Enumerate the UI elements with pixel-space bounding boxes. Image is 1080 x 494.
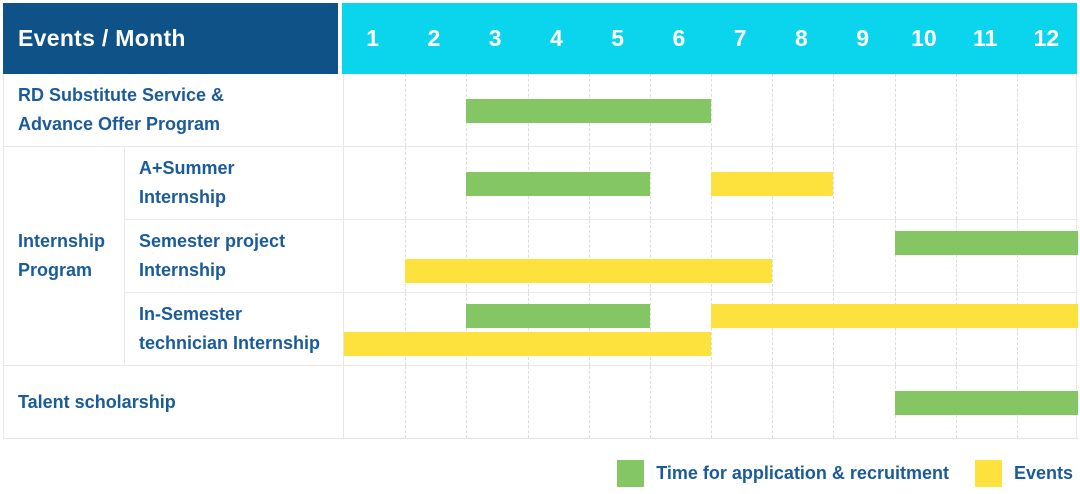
month-gridline [405,220,407,292]
group-label-internship-program: Internship Program [4,147,125,366]
month-gridline [1016,220,1018,292]
chart-row-a-plus-summer [343,147,1078,220]
legend: Time for application & recruitment Event… [617,460,1073,487]
month-gridline [711,293,712,365]
row-label-rd-substitute: RD Substitute Service & Advance Offer Pr… [4,74,343,147]
month-label: 12 [1033,25,1060,51]
month-gridline [405,74,407,146]
month-gridline [955,293,957,365]
month-gridline [649,293,651,365]
chart-row-rd-substitute [343,74,1078,147]
legend-events-label: Events [1013,463,1073,483]
application-bar [466,304,650,328]
month-label: 9 [856,25,870,51]
month-gridline [405,366,407,438]
legend-item-events: Events [974,460,1073,487]
row-label-semester-project: Semester project Internship [125,220,343,293]
month-label: 6 [672,25,686,51]
group-label-text: Internship Program [18,231,106,280]
month-gridline [833,74,835,146]
chart-row-semester-project [343,220,1078,293]
month-gridline [894,147,896,219]
month-gridline [894,220,896,292]
month-gridline [833,366,835,438]
month-gridline [1016,147,1018,219]
month-gridline [527,366,529,438]
application-bar [466,172,650,196]
month-gridline [772,74,774,146]
month-gridline [1016,293,1018,365]
legend-item-application: Time for application & recruitment [617,460,949,487]
table-header-row: Events / Month 1 2 3 4 5 6 7 8 9 10 11 12 [3,3,1077,74]
application-bar [894,231,1078,255]
month-gridline [955,220,957,292]
month-gridline [833,293,835,365]
event-bar [344,332,711,356]
row-label-text: A+Summer Internship [139,158,235,207]
event-bar [711,304,1078,328]
row-label-talent-scholarship: Talent scholarship [4,366,343,439]
month-gridline [649,147,651,219]
month-label: 7 [733,25,747,51]
month-gridline [711,366,712,438]
row-label-text: RD Substitute Service & Advance Offer Pr… [18,85,225,134]
month-gridline [466,220,468,292]
event-bar [711,172,834,196]
event-color-swatch [974,460,1002,487]
month-gridline [955,74,957,146]
chart-row-in-semester-technician [343,293,1078,366]
month-gridline [466,366,468,438]
month-gridline [833,147,835,219]
month-gridline [588,366,590,438]
month-gridline [833,220,835,292]
month-label: 11 [972,25,998,51]
month-gridline [649,366,651,438]
month-gridline [894,293,896,365]
month-gridline [588,293,590,365]
row-label-text: In-Semester technician Internship [139,304,321,353]
month-gridline [772,366,774,438]
row-label-in-semester-technician: In-Semester technician Internship [125,293,343,366]
month-gridline [588,220,590,292]
month-gridline [1016,74,1018,146]
month-gridline [405,293,407,365]
month-label: 5 [611,25,625,51]
month-label: 10 [911,25,937,51]
month-gridline [405,147,407,219]
month-gridline [711,220,712,292]
month-label: 2 [427,25,441,51]
application-bar [466,99,711,123]
month-label: 8 [794,25,808,51]
row-label-text: Semester project Internship [139,231,286,280]
month-gridline [955,147,957,219]
application-color-swatch [617,460,645,487]
month-gridline [711,74,712,146]
events-schedule-table: Events / Month 1 2 3 4 5 6 7 8 9 10 11 12 RD Substi… [3,3,1078,439]
event-bar [405,259,773,283]
row-label-a-plus-summer: A+Summer Internship [125,147,343,220]
month-gridline [772,293,774,365]
table-body: RD Substitute Service & Advance Offer Pr… [3,74,1078,439]
events-month-header-cell: Events / Month [3,3,338,74]
month-header-strip: 1 2 3 4 5 6 7 8 9 10 11 12 [342,3,1077,74]
header-gap [338,3,342,74]
month-gridline [772,220,774,292]
month-label: 3 [488,25,502,51]
month-gridline [527,220,529,292]
month-gridline [649,220,651,292]
month-gridline [466,293,468,365]
month-gridline [527,293,529,365]
month-label: 1 [366,25,380,51]
month-gridline [894,74,896,146]
row-label-text: Talent scholarship [18,391,176,412]
chart-row-talent-scholarship [343,366,1078,439]
events-month-header-label: Events / Month [18,25,186,51]
application-bar [894,391,1078,415]
legend-application-label: Time for application & recruitment [656,463,949,483]
month-label: 4 [549,25,563,51]
